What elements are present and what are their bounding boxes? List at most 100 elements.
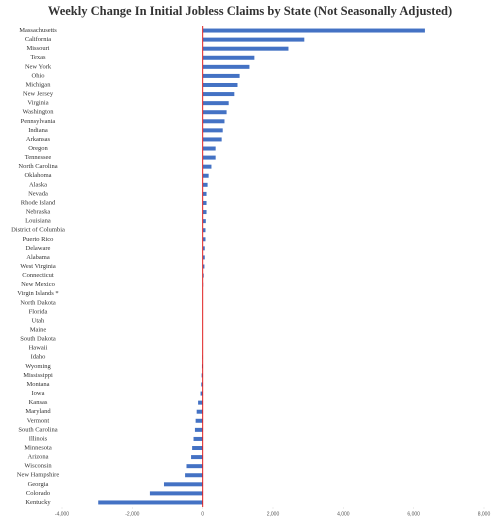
bar xyxy=(202,137,222,142)
bar xyxy=(200,391,203,396)
bar xyxy=(202,200,207,205)
bar xyxy=(202,191,207,196)
bar xyxy=(202,128,223,133)
x-tick-label: -4,000 xyxy=(55,511,69,517)
bar xyxy=(202,246,205,251)
y-tick-label: Virgin Islands * xyxy=(17,290,58,297)
x-tick-label: -2,000 xyxy=(125,511,139,517)
y-tick-label: Nevada xyxy=(28,190,48,197)
bar xyxy=(202,219,206,224)
y-tick-label: Georgia xyxy=(28,481,49,488)
y-tick-label: Minnesota xyxy=(24,444,52,451)
bar xyxy=(202,237,206,242)
bar xyxy=(202,119,225,124)
bar xyxy=(198,400,203,405)
bar xyxy=(202,101,229,106)
y-tick-label: Illinois xyxy=(29,435,48,442)
y-tick-label: Montana xyxy=(26,381,49,388)
chart-title: Weekly Change In Initial Jobless Claims … xyxy=(48,4,452,18)
y-tick-label: Virginia xyxy=(27,100,48,107)
y-tick-label: Alabama xyxy=(26,254,50,261)
bar xyxy=(202,228,206,233)
y-tick-label: Kansas xyxy=(29,399,48,406)
x-tick-label: 2,000 xyxy=(267,511,280,517)
y-tick-label: Puerto Rico xyxy=(23,236,54,243)
bar xyxy=(202,64,250,69)
y-tick-label: Texas xyxy=(30,54,46,61)
x-tick-label: 8,000 xyxy=(478,511,491,517)
bar xyxy=(202,210,207,215)
bar xyxy=(163,482,203,487)
bar xyxy=(185,473,203,478)
y-tick-label: Colorado xyxy=(26,490,50,497)
bar xyxy=(202,182,208,187)
y-tick-label: Alaska xyxy=(29,181,47,188)
bar xyxy=(202,155,216,160)
bar xyxy=(202,273,204,278)
bar xyxy=(201,382,203,387)
y-tick-label: Maryland xyxy=(25,408,51,415)
bar xyxy=(194,427,203,432)
y-tick-label: Missouri xyxy=(26,45,49,52)
bar xyxy=(202,255,205,260)
bar xyxy=(201,373,203,378)
y-tick-label: New Mexico xyxy=(21,281,55,288)
bar xyxy=(202,264,205,269)
y-tick-label: Florida xyxy=(29,308,48,315)
y-tick-label: New Hampshire xyxy=(17,472,60,479)
y-tick-label: New Jersey xyxy=(23,91,54,98)
y-tick-label: Indiana xyxy=(28,127,48,134)
y-tick-label: North Dakota xyxy=(20,299,56,306)
y-tick-label: Maine xyxy=(30,327,47,334)
y-tick-label: Idaho xyxy=(31,354,46,361)
bar xyxy=(202,110,227,115)
bar xyxy=(195,418,203,423)
bar xyxy=(202,73,240,78)
y-tick-label: Kentucky xyxy=(25,499,51,506)
bar xyxy=(193,436,203,441)
y-tick-label: Oklahoma xyxy=(24,172,51,179)
bar xyxy=(202,28,425,33)
y-tick-label: Delaware xyxy=(26,245,51,252)
y-tick-label: West Virginia xyxy=(20,263,56,270)
y-tick-label: District of Columbia xyxy=(11,227,65,234)
bar xyxy=(192,446,203,451)
y-tick-label: Michigan xyxy=(26,81,52,88)
bar xyxy=(202,37,305,42)
x-tick-label: 4,000 xyxy=(337,511,350,517)
bar xyxy=(202,55,255,60)
y-tick-label: South Carolina xyxy=(18,426,57,433)
y-tick-label: Louisiana xyxy=(25,218,51,225)
bar xyxy=(196,409,203,414)
bar xyxy=(191,455,203,460)
y-tick-label: Pennsylvania xyxy=(21,118,56,125)
y-tick-label: Ohio xyxy=(32,72,45,79)
y-tick-label: Nebraska xyxy=(26,209,51,216)
y-tick-label: Arkansas xyxy=(26,136,51,143)
y-tick-label: Tennessee xyxy=(25,154,52,161)
y-tick-label: Vermont xyxy=(27,417,50,424)
y-tick-label: Iowa xyxy=(32,390,45,397)
bar xyxy=(202,82,238,87)
y-tick-label: Rhode Island xyxy=(21,199,56,206)
x-tick-label: 6,000 xyxy=(407,511,420,517)
y-tick-label: Wyoming xyxy=(25,363,51,370)
bar xyxy=(202,46,289,51)
y-tick-label: California xyxy=(25,36,51,43)
bar xyxy=(202,164,212,169)
y-tick-label: Massachusetts xyxy=(19,27,57,34)
bar xyxy=(98,500,203,505)
y-tick-label: Mississippi xyxy=(23,372,53,379)
bar xyxy=(202,92,235,97)
bar xyxy=(186,464,203,469)
bar xyxy=(202,173,209,178)
y-tick-label: Utah xyxy=(32,317,45,324)
x-tick-label: 0 xyxy=(201,511,204,517)
y-tick-label: Washington xyxy=(23,109,55,116)
y-tick-label: New York xyxy=(25,63,52,70)
y-tick-label: Hawaii xyxy=(29,345,48,352)
y-tick-label: Oregon xyxy=(28,145,48,152)
y-tick-label: North Carolina xyxy=(18,163,57,170)
bar xyxy=(149,491,203,496)
